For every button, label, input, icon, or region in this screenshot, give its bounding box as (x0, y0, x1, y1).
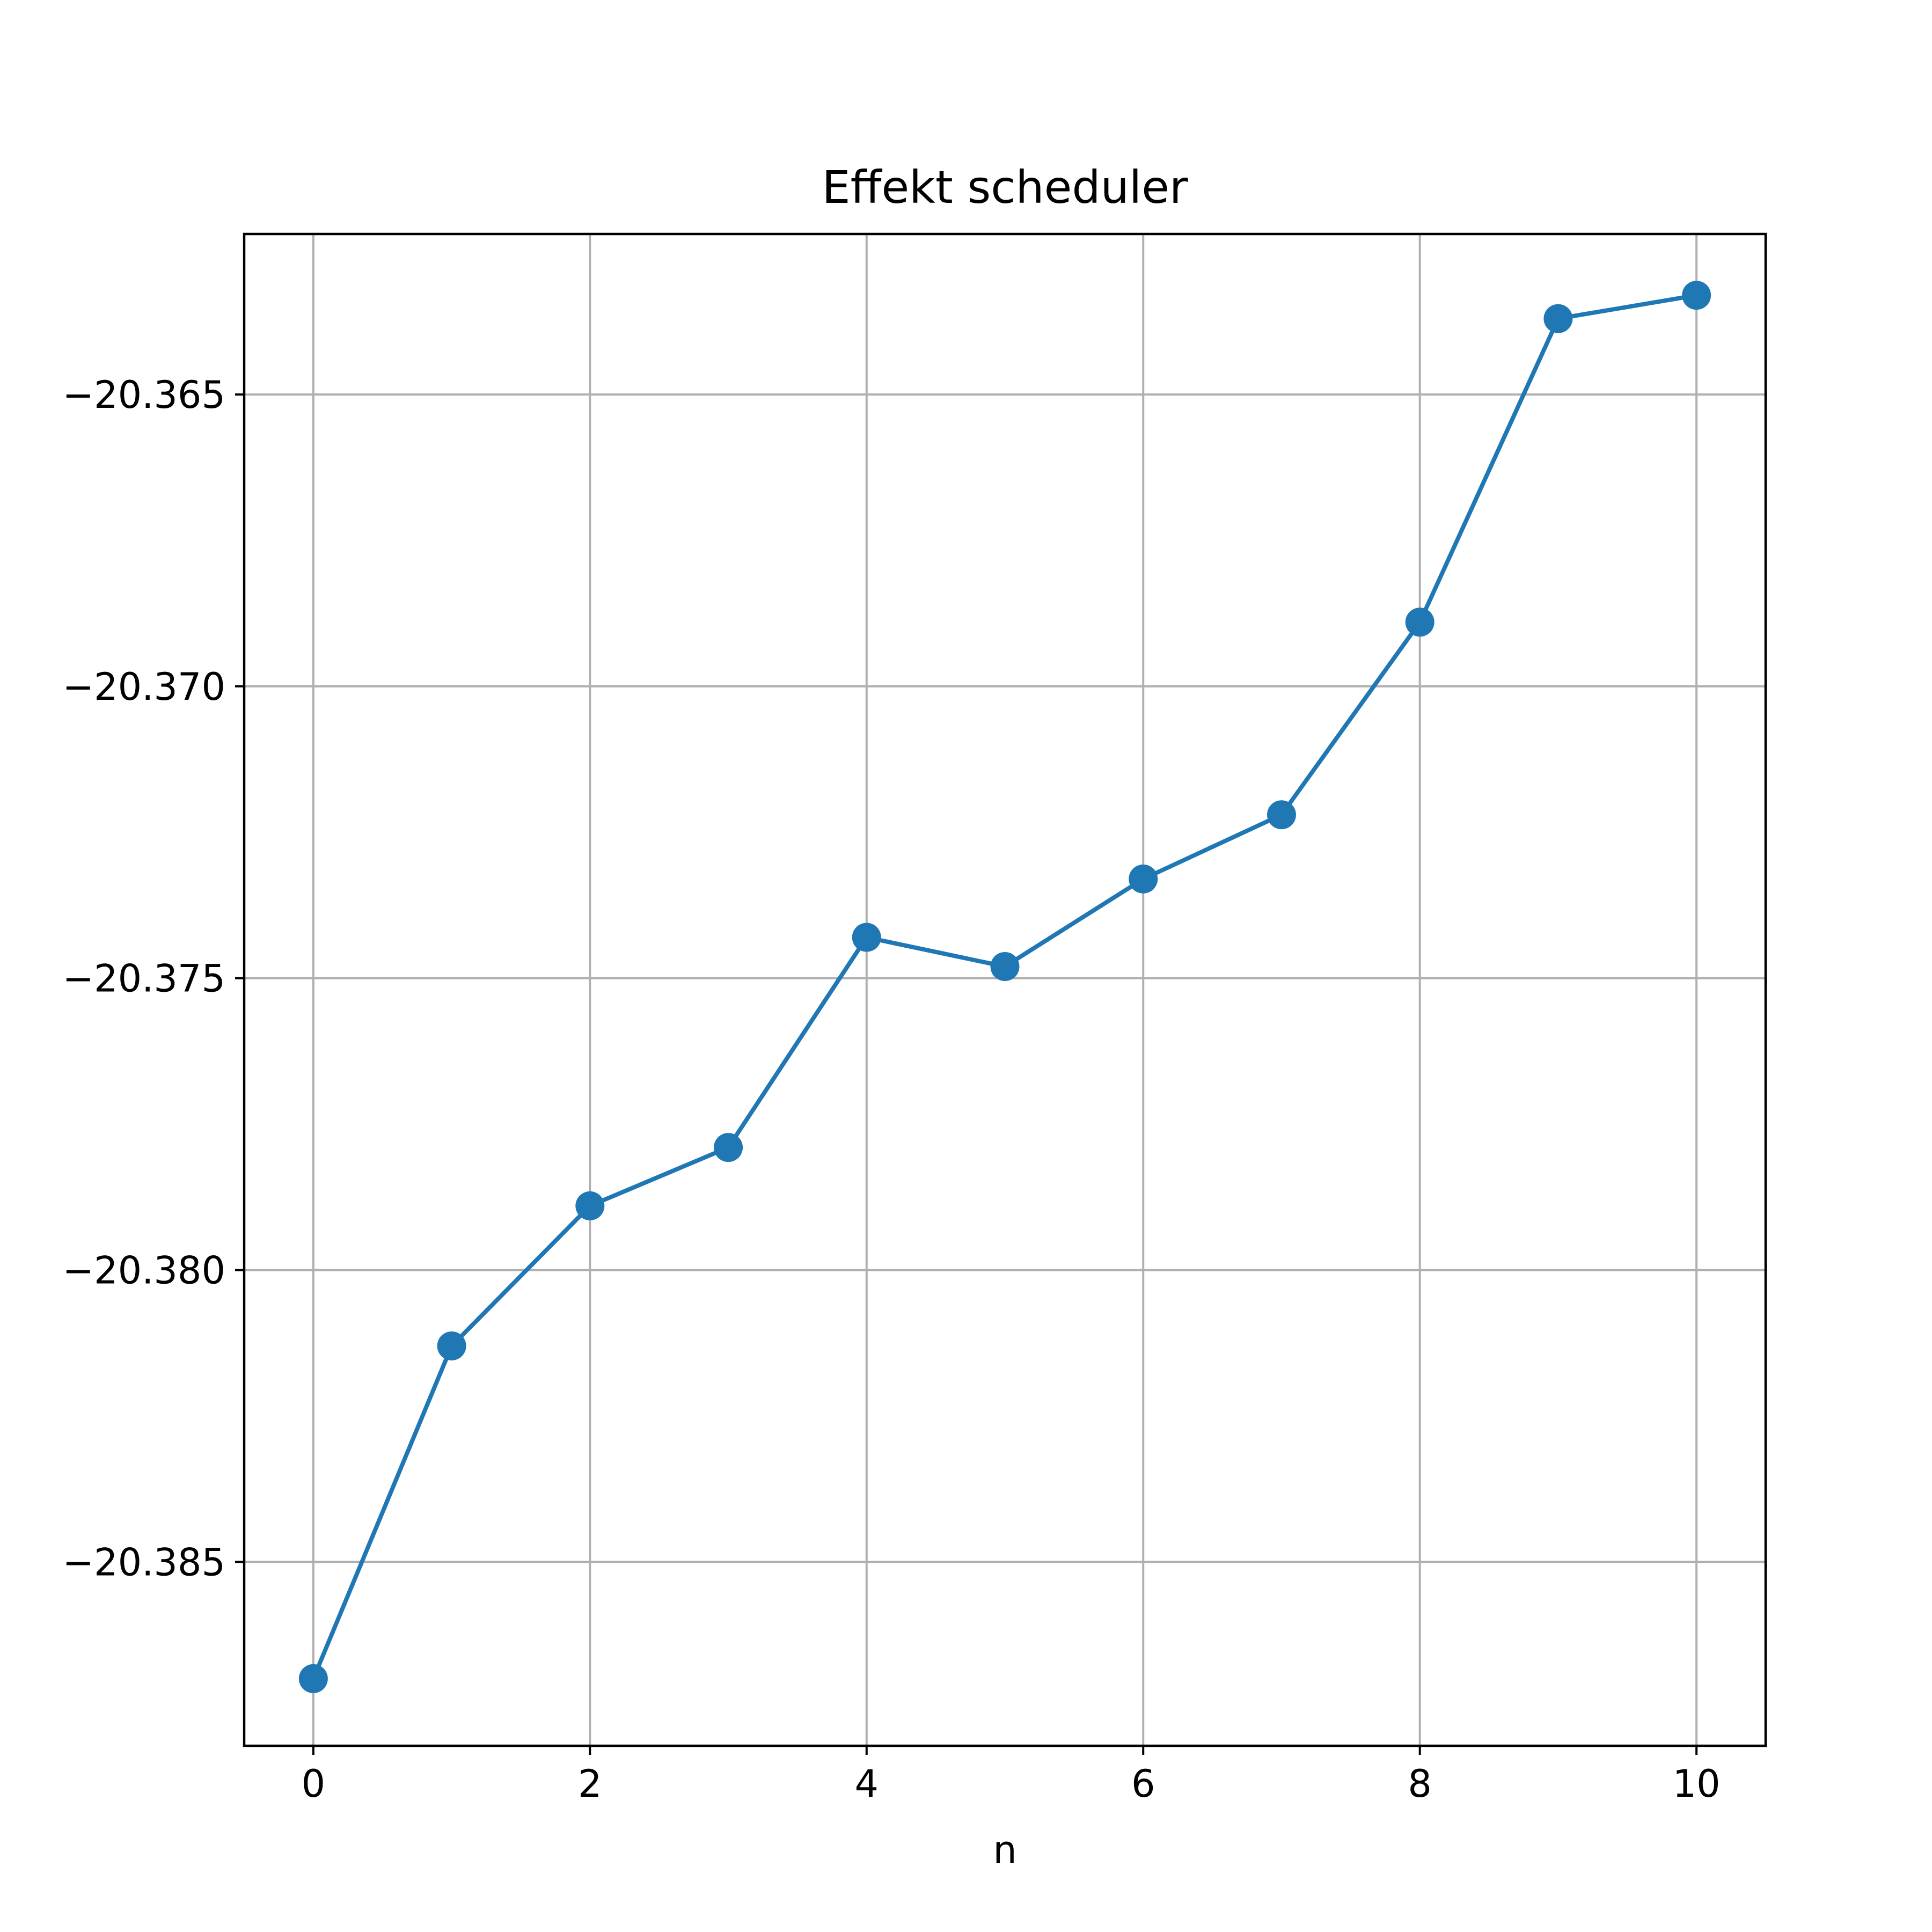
y-tick-label: −20.370 (62, 665, 225, 709)
x-tick-label: 2 (578, 1762, 602, 1806)
x-tick-label: 4 (854, 1762, 879, 1806)
data-point (298, 1664, 328, 1693)
data-point (575, 1191, 605, 1220)
data-point (852, 923, 881, 952)
y-tick-label: −20.385 (62, 1540, 225, 1584)
x-tick-label: 0 (302, 1762, 326, 1806)
data-point (1267, 800, 1296, 830)
data-point (990, 952, 1020, 981)
x-tick-label: 8 (1408, 1762, 1432, 1806)
data-point (437, 1331, 466, 1360)
x-axis-title: n (993, 1828, 1016, 1872)
ticks: 0 2 4 6 8 10 −20.365 −20.370 −20.375 −20.380 −20.3… (62, 373, 1720, 1806)
data-point (714, 1133, 743, 1162)
data-point (1543, 304, 1573, 333)
y-tick-label: −20.380 (62, 1249, 225, 1293)
data-point (1129, 864, 1158, 894)
y-tick-label: −20.365 (62, 373, 225, 417)
x-tick-label: 10 (1673, 1762, 1721, 1806)
x-tick-label: 6 (1131, 1762, 1155, 1806)
y-tick-label: −20.375 (62, 957, 225, 1001)
plot-frame (243, 232, 1767, 1747)
data-point (1405, 608, 1435, 637)
series-layer (298, 281, 1711, 1693)
data-point (1682, 281, 1711, 310)
chart-title: Effekt scheduler (822, 161, 1188, 214)
